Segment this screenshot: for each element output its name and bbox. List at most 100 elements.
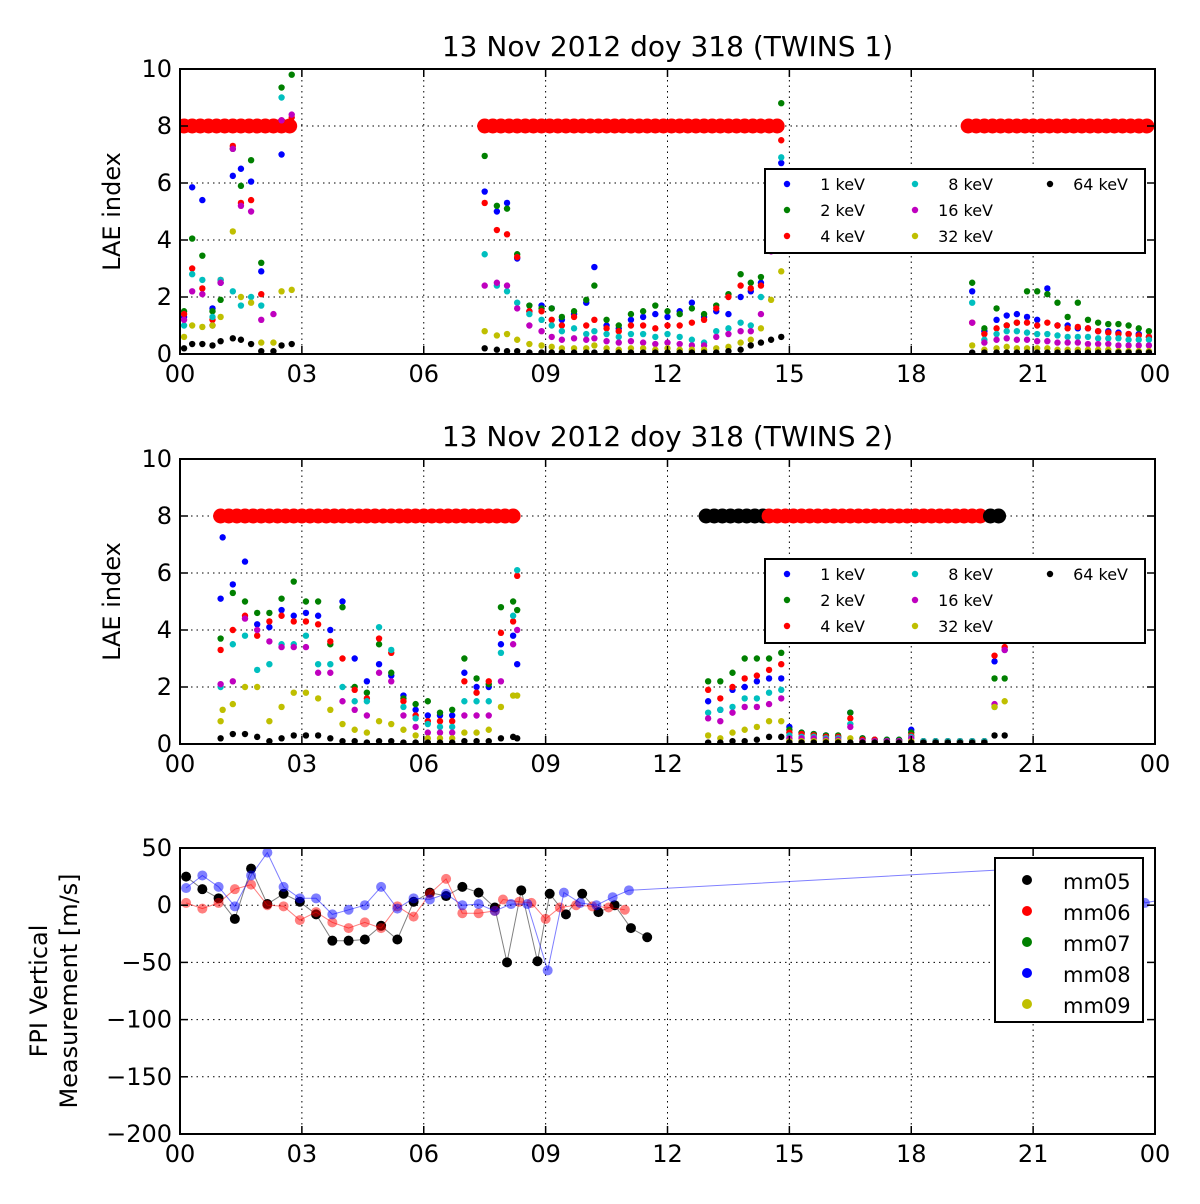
data-point xyxy=(558,322,566,329)
y-axis-label: FPI Vertical Measurement [m/s] xyxy=(25,873,83,1108)
data-point xyxy=(591,263,598,271)
legend-marker xyxy=(783,180,791,188)
y-tick-label: 4 xyxy=(157,616,172,644)
data-point xyxy=(729,737,736,744)
x-tick-label: 00 xyxy=(1140,360,1171,388)
data-point xyxy=(513,572,521,580)
data-point xyxy=(1094,340,1102,348)
data-point xyxy=(327,735,334,742)
data-point xyxy=(1125,330,1132,338)
flag-marker xyxy=(991,508,1007,524)
data-point xyxy=(757,293,765,301)
data-point xyxy=(247,293,255,301)
data-point xyxy=(591,335,598,342)
data-point xyxy=(652,340,659,348)
data-point xyxy=(197,903,208,914)
data-point xyxy=(497,629,505,637)
x-tick-label: 18 xyxy=(896,750,927,778)
grid-lines xyxy=(180,459,1155,744)
data-point xyxy=(625,923,636,934)
data-point xyxy=(1013,310,1021,318)
data-point xyxy=(717,718,724,725)
data-point xyxy=(290,643,297,651)
plot-area xyxy=(180,71,1155,354)
data-point xyxy=(747,342,754,349)
chart-3: 00 03 06 09 12 15 18 21 00−200−150−100−50050FPI … xyxy=(25,834,1170,1168)
data-point xyxy=(522,899,533,910)
data-point xyxy=(713,305,720,312)
data-point xyxy=(627,310,635,318)
data-point xyxy=(1044,290,1051,298)
data-point xyxy=(229,700,237,708)
x-tick-label: 09 xyxy=(530,1140,561,1168)
data-point xyxy=(1135,342,1142,349)
data-point xyxy=(526,322,533,329)
data-point xyxy=(339,720,346,728)
data-point xyxy=(503,288,511,295)
data-point xyxy=(258,268,265,275)
data-point xyxy=(457,900,468,911)
data-point xyxy=(473,737,480,744)
data-point xyxy=(351,686,358,694)
data-point xyxy=(1064,333,1071,341)
data-point xyxy=(253,666,261,674)
data-point xyxy=(294,893,305,904)
x-tick-label: 12 xyxy=(652,360,683,388)
data-point xyxy=(765,733,773,741)
data-point xyxy=(473,689,480,696)
data-point xyxy=(968,319,976,326)
data-point xyxy=(229,589,237,597)
data-point xyxy=(363,729,371,736)
data-point xyxy=(351,737,358,744)
data-point xyxy=(704,715,712,722)
data-point xyxy=(1084,349,1092,354)
data-point xyxy=(542,965,553,976)
data-point xyxy=(1001,646,1008,654)
data-point xyxy=(241,632,249,639)
data-point xyxy=(278,94,285,101)
data-point xyxy=(327,626,334,634)
data-point xyxy=(400,703,407,711)
data-point xyxy=(181,883,192,894)
data-point xyxy=(424,894,435,905)
data-point xyxy=(968,342,976,349)
data-point xyxy=(1135,325,1142,332)
data-point xyxy=(1033,288,1041,295)
data-point xyxy=(497,604,505,611)
data-point xyxy=(199,323,206,331)
data-point xyxy=(615,333,622,341)
data-point xyxy=(388,678,395,685)
data-point xyxy=(436,739,444,744)
data-point xyxy=(1084,333,1092,341)
data-point xyxy=(548,349,555,354)
data-point xyxy=(591,342,598,349)
y-axis-label-line: LAE index xyxy=(98,542,126,661)
data-point xyxy=(448,706,456,713)
data-point xyxy=(278,735,285,742)
data-point xyxy=(591,328,598,335)
data-point xyxy=(1044,330,1051,338)
data-point xyxy=(412,706,419,713)
data-point xyxy=(577,888,588,899)
data-point xyxy=(717,695,724,702)
data-point xyxy=(448,723,456,731)
legend-marker xyxy=(1046,180,1054,188)
data-point xyxy=(664,330,671,338)
data-point xyxy=(485,737,492,744)
data-point xyxy=(558,328,566,335)
grid-lines xyxy=(180,69,1155,354)
data-point xyxy=(288,340,295,348)
data-point xyxy=(209,313,216,321)
data-point xyxy=(278,643,285,651)
data-point xyxy=(258,347,265,354)
x-tick-label: 03 xyxy=(287,750,318,778)
data-point xyxy=(704,678,712,685)
data-point xyxy=(509,632,517,639)
flag-band xyxy=(698,508,771,524)
data-point xyxy=(485,726,492,733)
x-tick-label: 03 xyxy=(287,1140,318,1168)
data-point xyxy=(473,683,480,691)
data-point xyxy=(538,349,545,354)
y-tick-label: −200 xyxy=(106,1120,172,1148)
legend-marker xyxy=(911,622,919,630)
